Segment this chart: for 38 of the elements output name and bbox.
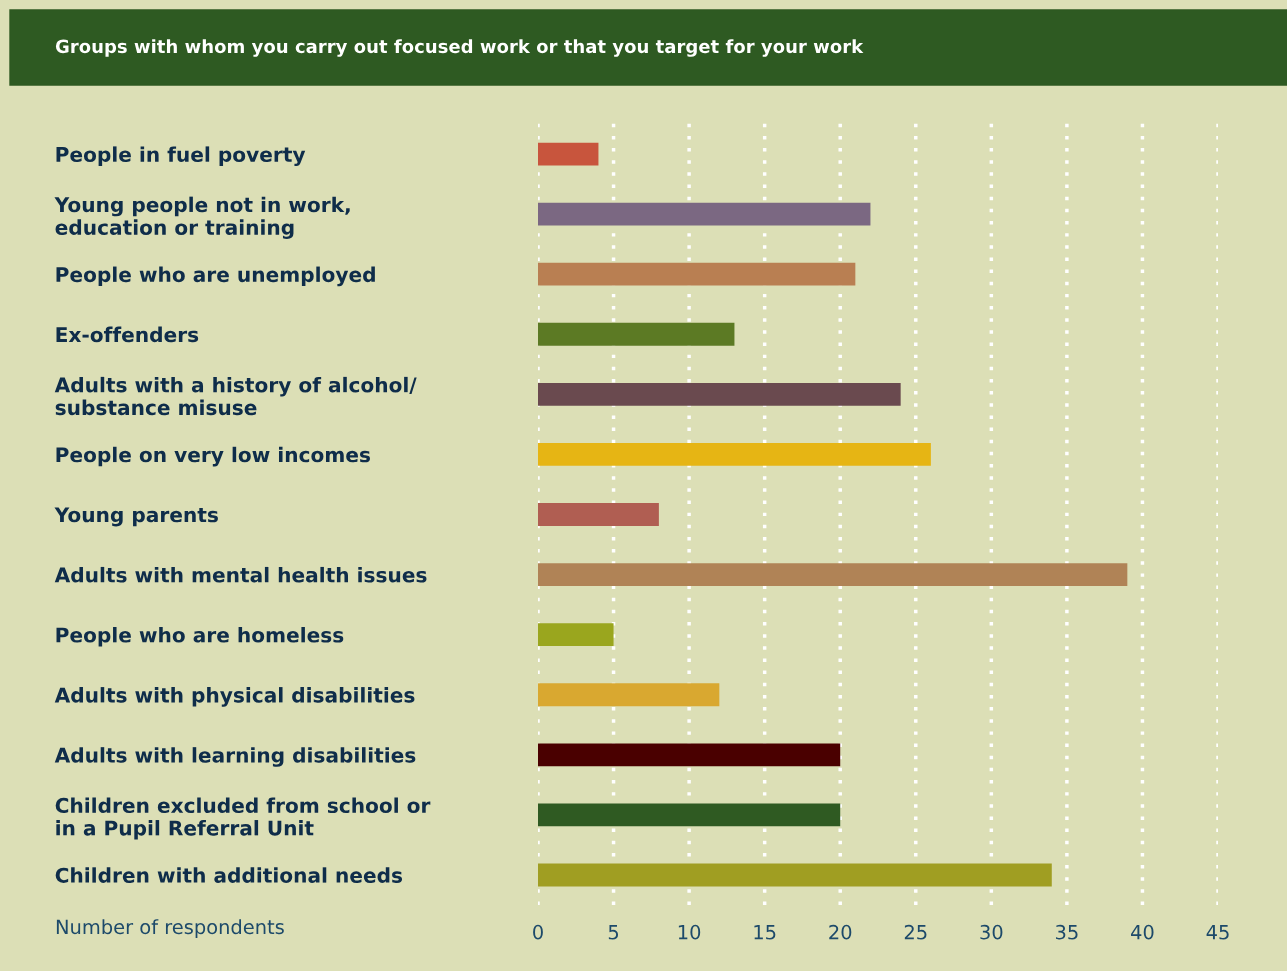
bar <box>538 142 599 166</box>
bar <box>538 322 735 346</box>
y-tick-label: Young parents <box>54 507 218 527</box>
x-tick-label: 30 <box>980 924 1003 940</box>
y-tick-label: People who are homeless <box>56 627 344 647</box>
y-tick-label: Children with additional needs <box>55 867 403 883</box>
bar <box>538 503 659 526</box>
y-tick-label: People in fuel poverty <box>56 146 306 167</box>
y-tick-label: People on very low incomes <box>56 446 370 467</box>
x-tick-label: 40 <box>1131 924 1154 940</box>
x-tick-label: 10 <box>678 924 701 940</box>
y-tick-label: Ex-offenders <box>56 326 199 343</box>
y-tick-label: Young people not in work, education or training <box>54 196 350 239</box>
bar <box>538 563 1128 586</box>
x-tick-label: 0 <box>533 924 543 940</box>
bar <box>538 683 720 707</box>
chart-title: Groups with whom you carry out focused work or that you target for your work <box>55 39 864 57</box>
y-tick-label: Adults with mental health issues <box>54 566 427 583</box>
bar <box>538 443 931 466</box>
x-tick-label: 45 <box>1206 925 1229 940</box>
bar <box>538 743 841 767</box>
bar <box>538 382 901 406</box>
bar <box>538 623 614 647</box>
x-tick-label: 15 <box>754 925 776 940</box>
bar <box>538 202 871 226</box>
y-tick-label: Adults with learning disabilities <box>54 747 416 767</box>
y-tick-label: People who are unemployed <box>56 266 375 287</box>
x-tick-label: 20 <box>829 924 852 940</box>
y-tick-label: Children excluded from school or in a Pupil Referral Unit <box>55 797 431 840</box>
x-tick-label: 25 <box>904 924 927 940</box>
bar <box>538 863 1052 887</box>
bar <box>538 262 856 286</box>
y-tick-label: Adults with a history of alcohol/ substance misuse <box>54 376 417 416</box>
bar <box>538 803 841 827</box>
x-tick-label: 35 <box>1056 924 1078 940</box>
y-tick-label: Adults with physical disabilities <box>54 687 415 707</box>
x-axis-title: Number of respondents <box>56 919 284 938</box>
x-tick-label: 5 <box>608 925 619 940</box>
